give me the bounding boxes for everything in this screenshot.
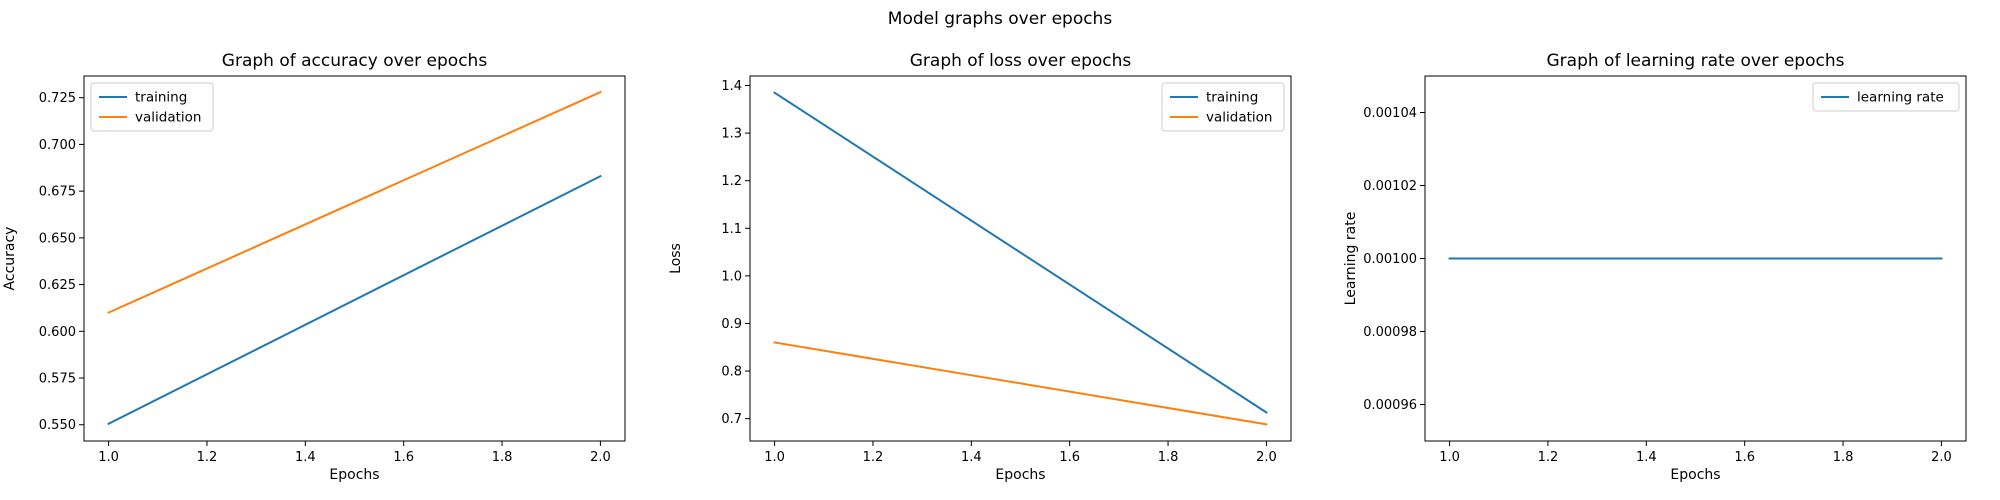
chart-learning-rate-xtick-label: 1.6: [1734, 450, 1755, 465]
chart-learning-rate-xtick-label: 2.0: [1931, 450, 1952, 465]
chart-accuracy-ylabel: Accuracy: [2, 227, 18, 291]
chart-accuracy-xtick-label: 1.2: [197, 450, 218, 465]
chart-accuracy-title: Graph of accuracy over epochs: [222, 51, 488, 71]
chart-loss-ytick-label: 0.7: [721, 412, 742, 427]
chart-accuracy-xtick-label: 1.0: [98, 450, 119, 465]
chart-accuracy-legend-box: [90, 82, 214, 132]
chart-loss-legend: training validation: [1161, 82, 1285, 132]
chart-learning-rate-xlabel: Epochs: [1670, 467, 1720, 483]
chart-loss-series-validation-line: [773, 341, 1268, 426]
chart-accuracy-ytick-label: 0.625: [39, 278, 76, 293]
chart-learning-rate-ylabel: Learning rate: [1343, 212, 1359, 306]
chart-loss-ytick-label: 1.2: [721, 174, 742, 189]
chart-loss-legend-box: [1161, 82, 1285, 132]
chart-accuracy-ytick-label: 0.725: [39, 91, 76, 106]
chart-accuracy-xtick-label: 2.0: [590, 450, 611, 465]
chart-loss-ytick-label: 1.4: [721, 79, 742, 94]
chart-loss-xlabel: Epochs: [995, 467, 1045, 483]
chart-loss-ytick-label: 0.9: [721, 317, 742, 332]
chart-accuracy-legend-label-validation: validation: [135, 110, 201, 126]
chart-accuracy-ytick-label: 0.600: [39, 325, 76, 340]
figure-suptitle: Model graphs over epochs: [888, 9, 1113, 29]
chart-learning-rate-legend-label-learning-rate: learning rate: [1857, 90, 1944, 106]
chart-learning-rate-xtick-label: 1.0: [1439, 450, 1460, 465]
chart-learning-rate-xtick-label: 1.4: [1636, 450, 1657, 465]
chart-loss-ytick-label: 1.1: [721, 222, 742, 237]
chart-loss-ytick-label: 1.0: [721, 269, 742, 284]
chart-learning-rate-title: Graph of learning rate over epochs: [1547, 51, 1845, 71]
chart-accuracy-ytick-label: 0.550: [39, 418, 76, 433]
chart-panels: Graph of accuracy over epochs 1.0 1.2 1.4 1.…: [2, 51, 1967, 483]
chart-learning-rate-ytick-label: 0.00098: [1363, 325, 1417, 340]
chart-loss-xtick-label: 1.2: [863, 450, 884, 465]
chart-loss-axes-frame: [749, 75, 1292, 442]
chart-accuracy-xtick-label: 1.8: [492, 450, 513, 465]
chart-loss-xtick-label: 1.0: [764, 450, 785, 465]
chart-learning-rate-panel: Graph of learning rate over epochs 1.0 1.2…: [1343, 51, 1967, 483]
chart-accuracy-legend-label-training: training: [135, 90, 187, 106]
chart-loss-panel: Graph of loss over epochs 1.0 1.2 1.4 1.6 1.8…: [668, 51, 1292, 483]
chart-accuracy-xtick-label: 1.4: [295, 450, 316, 465]
chart-learning-rate-ytick-label: 0.00102: [1363, 179, 1417, 194]
chart-loss-ytick-label: 1.3: [721, 127, 742, 142]
chart-accuracy-xlabel: Epochs: [329, 467, 379, 483]
chart-learning-rate-legend-box: [1812, 82, 1960, 112]
chart-accuracy-axes-frame: [83, 75, 626, 442]
chart-loss-legend-label-validation: validation: [1206, 110, 1272, 126]
chart-learning-rate-legend: learning rate: [1812, 82, 1960, 112]
chart-learning-rate-xtick-label: 1.8: [1833, 450, 1854, 465]
chart-accuracy-series-training-line: [107, 174, 602, 426]
chart-loss-ytick-label: 0.8: [721, 365, 742, 380]
chart-loss-legend-label-training: training: [1206, 90, 1258, 106]
chart-accuracy-ytick-label: 0.700: [39, 138, 76, 153]
chart-loss-xtick-label: 1.4: [961, 450, 982, 465]
chart-accuracy-series-validation-line: [107, 90, 602, 314]
chart-learning-rate-ytick-label: 0.00104: [1363, 106, 1417, 121]
chart-learning-rate-xtick-label: 1.2: [1538, 450, 1559, 465]
chart-loss-xtick-label: 1.6: [1059, 450, 1080, 465]
chart-loss-series-training-line: [773, 91, 1268, 414]
chart-loss-xtick-label: 2.0: [1256, 450, 1277, 465]
chart-loss-xtick-label: 1.8: [1158, 450, 1179, 465]
chart-accuracy-xtick-label: 1.6: [393, 450, 414, 465]
chart-loss-ylabel: Loss: [668, 243, 684, 274]
chart-accuracy-ytick-label: 0.650: [39, 231, 76, 246]
chart-accuracy-ytick-label: 0.575: [39, 372, 76, 387]
chart-learning-rate-ytick-label: 0.00100: [1363, 252, 1417, 267]
chart-accuracy-ytick-label: 0.675: [39, 185, 76, 200]
chart-accuracy-legend: training validation: [90, 82, 214, 132]
chart-accuracy-panel: Graph of accuracy over epochs 1.0 1.2 1.4 1.…: [2, 51, 626, 483]
chart-learning-rate-ytick-label: 0.00096: [1363, 398, 1417, 413]
chart-loss-title: Graph of loss over epochs: [910, 51, 1132, 71]
